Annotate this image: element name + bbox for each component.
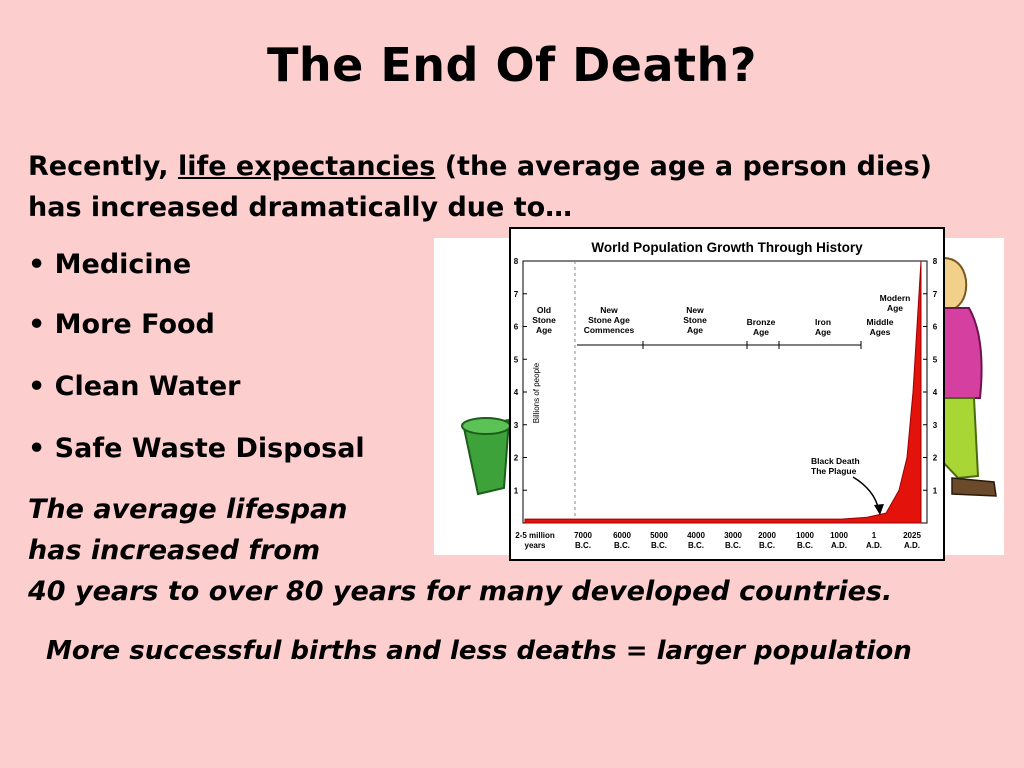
intro-paragraph: Recently, life expectancies (the average… [28, 146, 968, 228]
life-expectancies-term: life expectancies [177, 151, 436, 182]
era-label-3-1: Age [753, 327, 769, 337]
lifespan-line-3: 40 years to over 80 years for many devel… [28, 576, 893, 607]
x-tick-label-9-1: A.D. [866, 541, 882, 550]
x-tick-label-5-1: B.C. [725, 541, 741, 550]
y-tick-right-1: 1 [933, 486, 938, 495]
era-label-4-1: Age [815, 327, 831, 337]
x-tick-label-7-1: B.C. [797, 541, 813, 550]
x-tick-label-7-0: 1000 [796, 531, 814, 540]
annotation-line-0: Black Death [811, 456, 860, 466]
bullet-more-food: • More Food [28, 309, 215, 340]
era-label-1-0: New [600, 305, 618, 315]
y-tick-right-4: 4 [933, 388, 938, 397]
era-label-2-2: Age [687, 325, 703, 335]
era-label-0-0: Old [537, 305, 551, 315]
x-tick-label-5-0: 3000 [724, 531, 742, 540]
x-tick-label-2-0: 6000 [613, 531, 631, 540]
y-tick-left-4: 4 [514, 388, 519, 397]
y-tick-left-8: 8 [514, 257, 519, 266]
era-label-5-1: Ages [870, 327, 891, 337]
chart-title: World Population Growth Through History [591, 240, 863, 255]
x-tick-label-2-1: B.C. [614, 541, 630, 550]
cartoon-figure-illustration [461, 256, 997, 497]
era-label-1-2: Commences [584, 325, 635, 335]
era-label-0-1: Stone [532, 315, 556, 325]
y-tick-right-5: 5 [933, 355, 938, 364]
x-tick-label-4-1: B.C. [688, 541, 704, 550]
x-tick-label-4-0: 4000 [687, 531, 705, 540]
y-tick-right-6: 6 [933, 323, 938, 332]
population-area-series [524, 260, 922, 524]
x-tick-label-1-0: 7000 [574, 531, 592, 540]
y-tick-left-5: 5 [514, 355, 519, 364]
y-axis-label: Billions of people [532, 362, 541, 423]
x-tick-label-3-1: B.C. [651, 541, 667, 550]
x-tick-label-9-0: 1 [872, 531, 877, 540]
bullet-safe-waste-disposal: • Safe Waste Disposal [28, 433, 365, 464]
lifespan-line-1: The average lifespan [28, 494, 348, 525]
era-label-5-0: Middle [867, 317, 894, 327]
era-label-6-1: Age [887, 303, 903, 313]
x-tick-label-1-1: B.C. [575, 541, 591, 550]
chart-canvas: World Population Growth Through History 1… [514, 240, 938, 550]
era-label-2-1: Stone [683, 315, 707, 325]
world-population-chart: World Population Growth Through History 1… [509, 227, 945, 561]
y-tick-left-6: 6 [514, 323, 519, 332]
bullet-clean-water: • Clean Water [28, 371, 241, 402]
era-label-1-1: Stone Age [588, 315, 630, 325]
y-tick-right-8: 8 [933, 257, 938, 266]
y-tick-left-2: 2 [514, 454, 519, 463]
era-label-0-2: Age [536, 325, 552, 335]
x-tick-label-8-1: A.D. [831, 541, 847, 550]
y-tick-right-2: 2 [933, 454, 938, 463]
x-tick-label-0-0: 2-5 million [515, 531, 555, 540]
annotation-line-1: The Plague [811, 466, 857, 476]
intro-prefix: Recently, [28, 151, 178, 182]
era-label-6-0: Modern [880, 293, 911, 303]
y-tick-left-7: 7 [514, 290, 519, 299]
x-tick-label-6-1: B.C. [759, 541, 775, 550]
annotation-arrow-head [874, 504, 884, 515]
x-tick-label-0-1: years [525, 541, 546, 550]
slide-title: The End Of Death? [267, 38, 757, 92]
era-label-3-0: Bronze [747, 317, 776, 327]
lifespan-line-2: has increased from [28, 535, 321, 566]
x-tick-label-10-0: 2025 [903, 531, 921, 540]
bullet-medicine: • Medicine [28, 249, 192, 280]
y-tick-left-1: 1 [514, 486, 519, 495]
y-tick-right-3: 3 [933, 421, 938, 430]
intro-suffix: (the average age a person dies) has incr… [28, 151, 932, 223]
y-tick-right-7: 7 [933, 290, 938, 299]
era-label-2-0: New [686, 305, 704, 315]
x-tick-label-3-0: 5000 [650, 531, 668, 540]
plot-frame [522, 260, 928, 524]
y-tick-left-3: 3 [514, 421, 519, 430]
x-tick-label-6-0: 2000 [758, 531, 776, 540]
x-tick-label-10-1: A.D. [904, 541, 920, 550]
era-label-4-0: Iron [815, 317, 831, 327]
population-summary: More successful births and less deaths =… [46, 636, 912, 666]
x-tick-label-8-0: 1000 [830, 531, 848, 540]
